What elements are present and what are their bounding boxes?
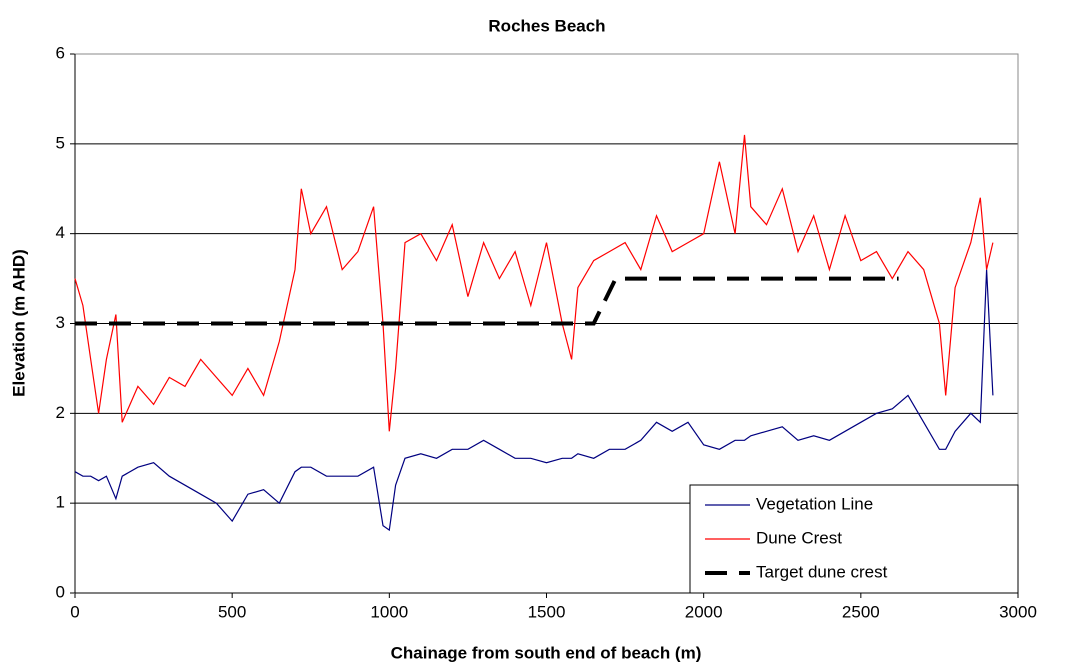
legend-label: Dune Crest: [756, 528, 842, 547]
x-tick-label: 3000: [999, 602, 1037, 621]
y-axis-label: Elevation (m AHD): [9, 249, 28, 397]
y-tick-label: 5: [56, 133, 65, 152]
x-tick-label: 1500: [528, 602, 566, 621]
target-line: [75, 276, 899, 326]
series-line: [74, 134, 994, 432]
y-tick-label: 6: [56, 43, 65, 62]
legend-label: Vegetation Line: [756, 494, 873, 513]
x-axis-label: Chainage from south end of beach (m): [391, 643, 702, 662]
y-tick-label: 1: [56, 493, 65, 512]
x-tick-label: 500: [218, 602, 246, 621]
chart-title: Roches Beach: [488, 16, 605, 35]
x-tick-label: 2000: [685, 602, 723, 621]
y-tick-label: 3: [56, 313, 65, 332]
x-tick-label: 1000: [370, 602, 408, 621]
x-tick-label: 2500: [842, 602, 880, 621]
series-line: [74, 269, 994, 532]
y-tick-label: 4: [56, 223, 65, 242]
y-tick-label: 2: [56, 403, 65, 422]
y-tick-label: 0: [56, 582, 65, 601]
legend-label: Target dune crest: [756, 562, 888, 581]
x-tick-label: 0: [70, 602, 79, 621]
